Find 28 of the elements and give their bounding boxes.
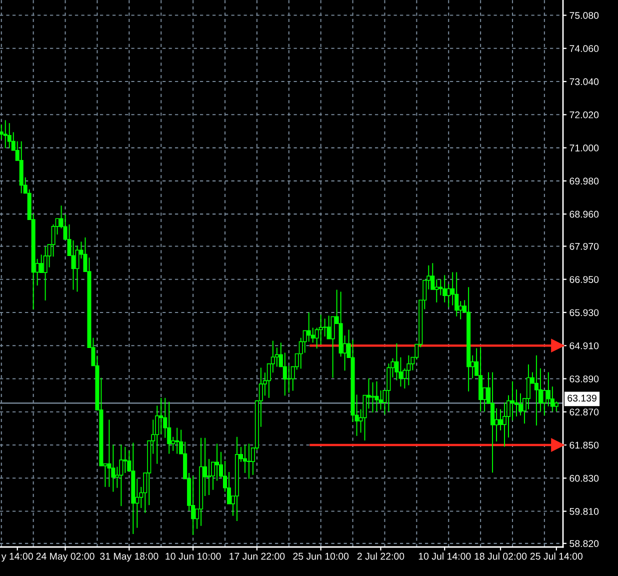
y-tick-label: 58.820 [570, 540, 599, 548]
y-tick-label: 65.930 [570, 309, 599, 316]
ref-line-label: 63.139 [568, 394, 596, 402]
x-tick-label: 2 Jul 22:00 [357, 552, 404, 560]
y-tick-label: 59.810 [570, 508, 599, 515]
y-tick-label: 62.870 [570, 408, 599, 416]
y-tick-label: 71.000 [570, 144, 599, 152]
x-tick-label: 10 Jul 14:00 [418, 552, 471, 560]
y-tick-label: 74.060 [570, 45, 599, 52]
y-tick-label: 75.080 [570, 12, 599, 19]
y-tick-label: 67.970 [570, 242, 599, 250]
x-tick-label: 24 May 02:00 [36, 552, 94, 562]
x-tick-label: 25 Jul 14:00 [530, 552, 583, 560]
x-tick-label: 31 May 18:00 [100, 552, 158, 562]
y-tick-label: 63.890 [570, 375, 599, 382]
x-tick-label: 10 Jun 10:00 [166, 552, 221, 560]
x-tick-label: y 14:00 [1, 552, 33, 562]
y-tick-label: 61.850 [570, 442, 599, 449]
x-tick-label: 17 Jun 22:00 [230, 552, 285, 560]
y-tick-label: 60.830 [570, 474, 599, 482]
x-tick-label: 25 Jun 10:00 [293, 552, 349, 560]
y-tick-label: 72.020 [570, 111, 599, 118]
y-tick-label: 66.950 [570, 276, 599, 283]
y-tick-label: 64.910 [570, 342, 599, 350]
x-tick-label: 18 Jul 02:00 [474, 552, 527, 560]
y-tick-label: 68.960 [570, 210, 599, 218]
y-tick-label: 73.040 [570, 78, 599, 86]
y-tick-label: 69.980 [570, 178, 599, 185]
